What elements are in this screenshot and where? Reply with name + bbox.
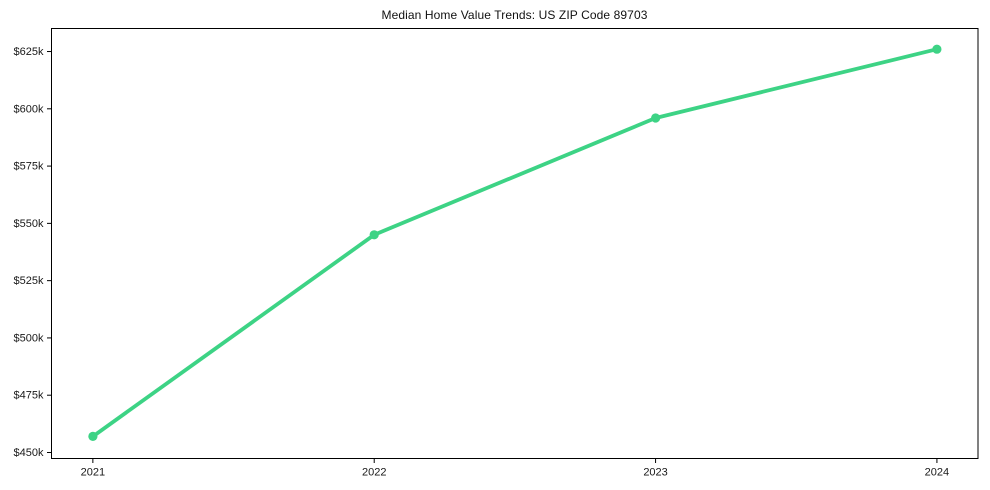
axes-box — [51, 28, 979, 459]
y-tick-label: $625k — [14, 46, 44, 58]
x-tick-label: 2021 — [81, 467, 105, 479]
data-point — [651, 113, 661, 123]
data-line — [91, 47, 939, 439]
y-tick-label: $475k — [14, 390, 44, 402]
chart-title: Median Home Value Trends: US ZIP Code 89… — [381, 8, 648, 22]
y-tick-label: $500k — [14, 332, 44, 344]
y-tick-label: $600k — [14, 103, 44, 115]
data-point — [369, 230, 379, 240]
data-point — [88, 431, 98, 441]
x-tick-label: 2023 — [643, 467, 667, 479]
x-tick-label: 2022 — [362, 467, 386, 479]
y-tick-label: $450k — [14, 447, 44, 459]
data-point — [932, 44, 942, 54]
y-tick-label: $550k — [14, 218, 44, 230]
y-tick-label: $575k — [14, 161, 44, 173]
y-tick-label: $525k — [14, 275, 44, 287]
x-tick-label: 2024 — [925, 467, 949, 479]
